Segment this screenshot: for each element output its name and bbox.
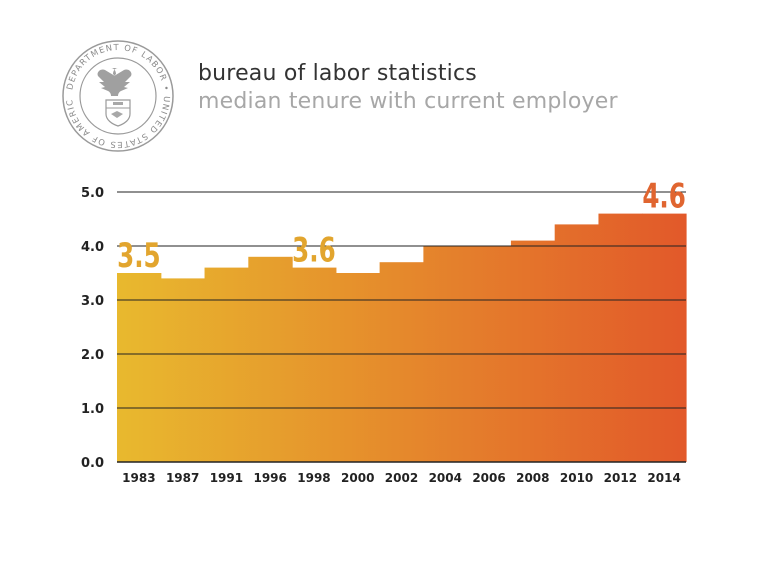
x-tick-label: 1987: [166, 471, 199, 485]
bar-1991: [204, 267, 249, 462]
x-tick-label: 2008: [516, 471, 549, 485]
department-of-labor-seal: DEPARTMENT OF LABOR • UNITED STATES OF A…: [60, 38, 174, 152]
bar-2002: [379, 262, 424, 462]
x-tick-label: 2000: [341, 471, 374, 485]
bar-2012: [598, 213, 643, 462]
bar-1983: [117, 273, 162, 462]
bar-2000: [335, 273, 381, 462]
bar-1987: [160, 278, 206, 462]
header: DEPARTMENT OF LABOR • UNITED STATES OF A…: [60, 38, 680, 152]
annotations-layer: 3.5 3.6 4.6: [117, 177, 686, 275]
x-tick-label: 2010: [560, 471, 593, 485]
y-tick-label: 3.0: [81, 294, 104, 309]
titles: bureau of labor statistics median tenure…: [198, 60, 618, 116]
bar-2014: [642, 213, 687, 462]
bar-2010: [554, 224, 600, 462]
y-tick-label: 2.0: [81, 348, 104, 363]
x-tick-label: 2004: [429, 471, 462, 485]
bar-1998: [292, 267, 337, 462]
x-tick-label: 2014: [647, 471, 680, 485]
x-tick-label: 2002: [385, 471, 418, 485]
x-tick-label: 1991: [210, 471, 243, 485]
annotation-1998: 3.6: [292, 231, 336, 270]
y-tick-label: 1.0: [81, 402, 104, 417]
x-tick-label: 1998: [297, 471, 330, 485]
y-tick-label: 5.0: [81, 186, 104, 201]
bar-1996: [248, 256, 293, 462]
gridlines-layer: [117, 191, 686, 463]
annotation-1983: 3.5: [117, 236, 161, 275]
chart-subtitle: median tenure with current employer: [198, 89, 618, 114]
x-tick-label: 2012: [604, 471, 637, 485]
annotation-2014: 4.6: [642, 177, 686, 216]
x-tick-label: 2006: [472, 471, 505, 485]
bar-2008: [510, 240, 556, 462]
y-tick-label: 0.0: [81, 456, 104, 471]
bars-layer: [117, 213, 687, 462]
chart-title: bureau of labor statistics: [198, 61, 477, 86]
x-tick-label: 1996: [253, 471, 286, 485]
y-axis-ticks: 0.0 1.0 2.0 3.0 4.0 5.0: [81, 186, 104, 471]
y-tick-label: 4.0: [81, 240, 104, 255]
x-axis-ticks: 1983 1987 1991 1996 1998 2000 2002 2004 2006 2008…: [122, 471, 681, 485]
x-tick-label: 1983: [122, 471, 155, 485]
